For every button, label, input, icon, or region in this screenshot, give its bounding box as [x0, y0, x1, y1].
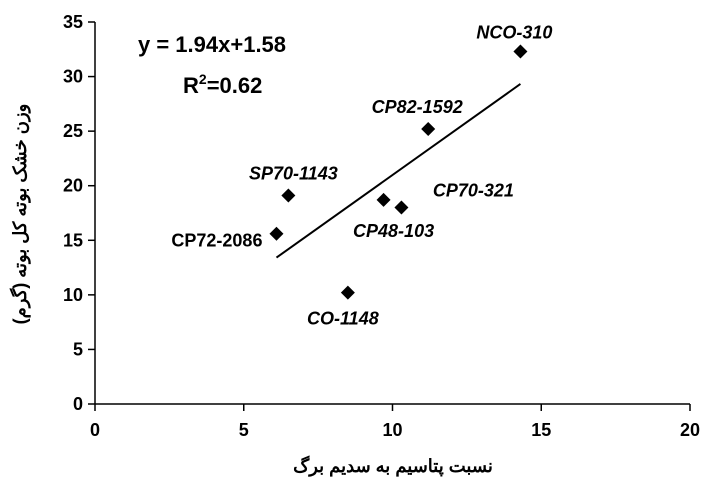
x-tick-label: 0: [90, 420, 100, 440]
y-tick-label: 10: [63, 285, 83, 305]
x-tick-label: 5: [239, 420, 249, 440]
data-point: [376, 192, 391, 207]
data-point: [269, 226, 284, 241]
point-labels: CP72-2086 SP70-1143 CO-1148 CP48-103 CP70-32…: [171, 22, 552, 328]
x-tick-label: 10: [382, 420, 402, 440]
data-point: [421, 121, 436, 136]
regression-equation: y = 1.94x+1.58: [138, 32, 286, 57]
y-tick-label: 15: [63, 230, 83, 250]
point-label: CP72-2086: [171, 231, 262, 251]
r-squared: R2=0.62: [183, 71, 262, 98]
x-tick-label: 20: [680, 420, 700, 440]
data-point: [513, 44, 528, 59]
y-tick-label: 0: [73, 394, 83, 414]
point-label: CP82-1592: [372, 97, 463, 117]
y-tick-label: 20: [63, 176, 83, 196]
x-axis: 0 5 10 15 20: [90, 403, 700, 440]
y-axis: 0 5 10 15 20 25 30 35: [63, 12, 96, 414]
trendline: [275, 83, 522, 259]
point-label: CP70-321: [433, 181, 514, 201]
data-points: [269, 44, 528, 300]
point-label: CP48-103: [353, 221, 434, 241]
y-axis-label: وزن خشک بوته کل بوته (گرم): [9, 104, 31, 325]
data-point: [394, 200, 409, 215]
r-squared-prefix: R: [183, 73, 199, 98]
data-point: [281, 188, 296, 203]
x-tick-label: 15: [531, 420, 551, 440]
data-point: [340, 285, 355, 300]
point-label: NCO-310: [476, 22, 552, 42]
r-squared-sup: 2: [199, 71, 207, 87]
y-tick-label: 25: [63, 121, 83, 141]
r-squared-value: =0.62: [207, 73, 263, 98]
y-tick-label: 35: [63, 12, 83, 32]
y-tick-label: 5: [73, 339, 83, 359]
trendline-group: [275, 83, 522, 259]
point-label: SP70-1143: [249, 164, 338, 184]
y-tick-label: 30: [63, 67, 83, 87]
point-label: CO-1148: [307, 309, 379, 329]
x-axis-label: نسبت پتاسیم به سدیم برگ: [293, 455, 493, 477]
